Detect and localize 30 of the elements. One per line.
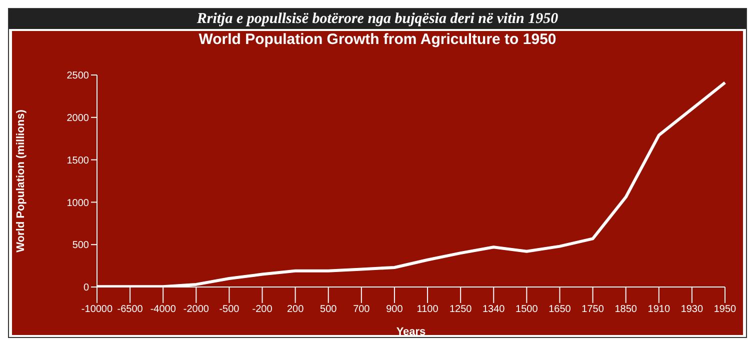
x-tick-label: -2000 bbox=[183, 304, 210, 316]
x-tick-label: -200 bbox=[252, 304, 273, 316]
x-tick-label: 1910 bbox=[648, 304, 670, 316]
y-tick-label: 1500 bbox=[66, 155, 90, 166]
x-tick-label: 1250 bbox=[449, 304, 472, 316]
x-tick-label: 900 bbox=[386, 304, 404, 316]
chart-subtitle: World Population Growth from Agriculture to 1950 bbox=[198, 31, 558, 49]
x-axis-title: Years bbox=[396, 326, 426, 338]
x-tick-label: 1750 bbox=[582, 304, 604, 316]
x-tick-label: -10000 bbox=[81, 304, 114, 316]
x-tick-label: 1930 bbox=[680, 304, 704, 316]
x-tick-label: 700 bbox=[353, 304, 370, 316]
x-tick-label: 1340 bbox=[482, 304, 506, 316]
x-tick-label: 1100 bbox=[416, 304, 439, 316]
x-tick-label: 1500 bbox=[516, 304, 538, 316]
chart-title: Rritja e popullsisë botërore nga bujqësia deri në vitin 1950 bbox=[9, 9, 746, 29]
y-tick-label: 2500 bbox=[66, 70, 90, 82]
y-axis-title: World Population (millions) bbox=[14, 109, 27, 252]
x-tick-label: 500 bbox=[320, 304, 338, 316]
x-tick-label: 1650 bbox=[548, 304, 572, 316]
y-tick-label: 1000 bbox=[66, 198, 90, 209]
x-tick-label: -6500 bbox=[117, 304, 144, 316]
x-tick-label: -500 bbox=[219, 304, 240, 316]
x-tick-label: 200 bbox=[286, 304, 304, 316]
x-tick-label: 1950 bbox=[714, 304, 737, 316]
y-tick-label: 0 bbox=[83, 282, 90, 294]
y-tick-label: 2000 bbox=[66, 112, 90, 124]
x-tick-label: 1850 bbox=[614, 304, 638, 316]
y-tick-label: 500 bbox=[72, 240, 90, 252]
x-tick-label: -4000 bbox=[150, 304, 176, 316]
